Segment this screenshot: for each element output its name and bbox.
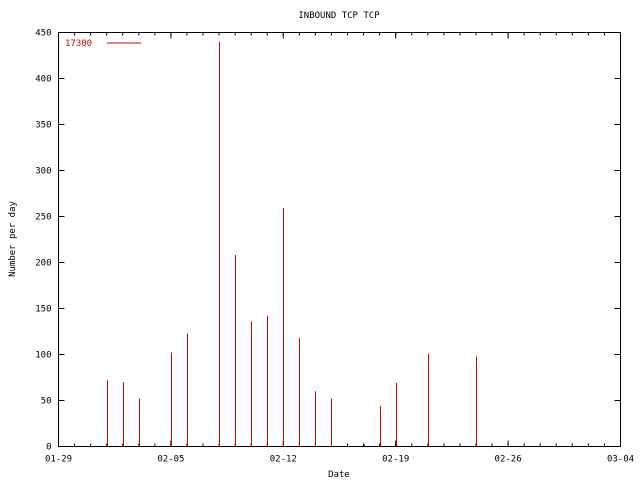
legend-label-17300: 17300 <box>65 39 92 49</box>
x-tick-label: 02-12 <box>270 455 297 465</box>
plot-area <box>58 32 621 447</box>
y-axis: 0 50 100 150 200 250 300 350 400 450 <box>35 29 621 453</box>
chart-title: INBOUND TCP TCP <box>298 11 380 21</box>
x-tick-label: 03-04 <box>607 455 634 465</box>
y-tick-label: 250 <box>35 213 51 223</box>
x-tick-label: 01-29 <box>45 455 72 465</box>
x-axis-label: Date <box>328 470 350 480</box>
x-tick-label: 02-26 <box>495 455 522 465</box>
y-tick-label: 0 <box>46 443 51 453</box>
y-tick-label: 400 <box>35 75 51 85</box>
y-axis-label: Number per day <box>8 200 18 276</box>
x-tick-label: 02-05 <box>157 455 184 465</box>
y-tick-label: 200 <box>35 259 51 269</box>
y-tick-label: 450 <box>35 29 51 39</box>
y-tick-label: 150 <box>35 305 51 315</box>
x-tick-label: 02-19 <box>382 455 409 465</box>
y-tick-label: 50 <box>41 397 52 407</box>
x-axis: 01-29 02-05 02-12 02-19 02-26 03-04 <box>45 32 634 465</box>
y-tick-label: 100 <box>35 351 51 361</box>
legend: 17300 <box>65 39 141 49</box>
y-tick-label: 300 <box>35 167 51 177</box>
y-tick-label: 350 <box>35 121 51 131</box>
bar-series <box>107 41 477 447</box>
